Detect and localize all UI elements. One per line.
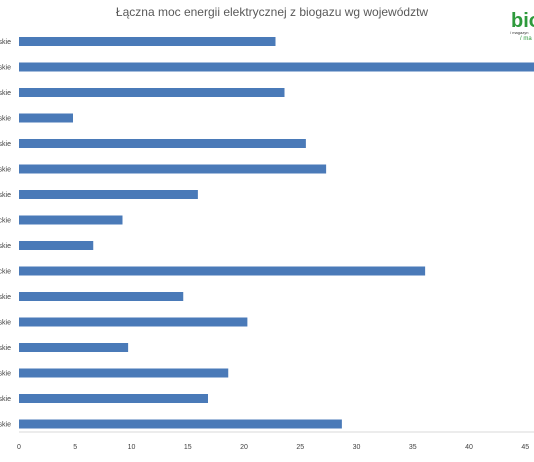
logo-main-text: bio bbox=[511, 10, 534, 32]
bar-7 bbox=[19, 190, 198, 199]
bar-9 bbox=[19, 241, 94, 250]
bars-group bbox=[19, 37, 534, 429]
x-tick-label-6: 25 bbox=[296, 444, 304, 451]
logo: bio / magazyn / ma bbox=[510, 10, 534, 42]
category-label-12: skie bbox=[0, 320, 11, 327]
category-label-1: skie bbox=[0, 39, 11, 46]
category-label-8: ckie bbox=[0, 218, 11, 225]
bar-11 bbox=[19, 292, 184, 301]
bar-2 bbox=[19, 62, 534, 72]
x-tick-label-8: 35 bbox=[409, 444, 417, 451]
x-tick-label-4: 15 bbox=[184, 444, 192, 451]
x-tick-label-1: 0 bbox=[17, 444, 21, 451]
category-label-3: skie bbox=[0, 90, 11, 97]
category-label-2: skie bbox=[0, 65, 11, 72]
category-label-6: skie bbox=[0, 167, 11, 174]
bar-13 bbox=[19, 343, 129, 352]
category-label-11: skie bbox=[0, 294, 11, 301]
bar-4 bbox=[19, 113, 73, 123]
x-axis-ticks: 0 5 10 15 20 25 30 35 40 45 bbox=[17, 444, 529, 451]
bar-8 bbox=[19, 215, 123, 225]
x-tick-label-10: 45 bbox=[521, 444, 529, 451]
bar-16 bbox=[19, 419, 342, 429]
bar-15 bbox=[19, 394, 208, 403]
category-label-7: skie bbox=[0, 192, 11, 199]
logo-sub-line-1: / magazyn bbox=[510, 30, 528, 35]
logo-sub-line-2: / ma bbox=[520, 36, 532, 42]
x-tick-label-5: 20 bbox=[240, 444, 248, 451]
category-label-5: skie bbox=[0, 141, 11, 148]
x-tick-label-2: 5 bbox=[73, 444, 77, 451]
bar-10 bbox=[19, 266, 426, 276]
category-label-13: skie bbox=[0, 345, 11, 352]
category-label-9: skie bbox=[0, 243, 11, 250]
bar-6 bbox=[19, 164, 327, 174]
bar-1 bbox=[19, 37, 276, 46]
x-tick-label-7: 30 bbox=[353, 444, 361, 451]
bar-14 bbox=[19, 368, 229, 378]
category-labels: skie skie skie skie skie skie skie ckie skie ckie… bbox=[0, 39, 11, 429]
chart-title: Łączna moc energii elektrycznej z biogaz… bbox=[116, 5, 428, 19]
x-tick-label-9: 40 bbox=[465, 444, 473, 451]
category-label-16: skie bbox=[0, 422, 11, 429]
bar-5 bbox=[19, 139, 306, 148]
category-label-10: ckie bbox=[0, 269, 11, 276]
bar-3 bbox=[19, 88, 285, 97]
bar-12 bbox=[19, 317, 248, 327]
category-label-4: skie bbox=[0, 116, 11, 123]
category-label-14: skie bbox=[0, 371, 11, 378]
category-label-15: skie bbox=[0, 396, 11, 403]
x-tick-label-3: 10 bbox=[128, 444, 136, 451]
